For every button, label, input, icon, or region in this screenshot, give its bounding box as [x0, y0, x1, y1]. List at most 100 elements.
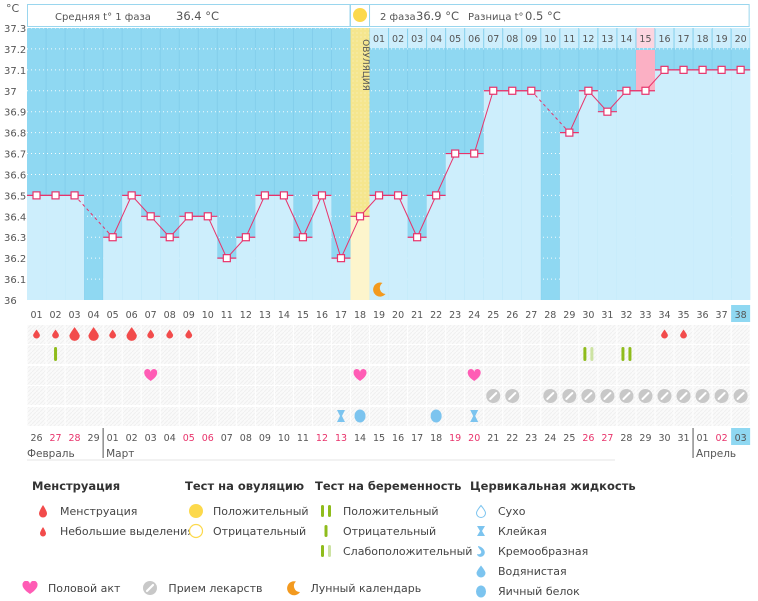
luteal-day-cell — [389, 28, 408, 48]
temperature-bar — [635, 90, 655, 301]
temperature-point — [584, 86, 593, 95]
cycle-day-label: 27 — [525, 310, 537, 321]
event-cell — [179, 386, 198, 405]
event-cell — [331, 386, 351, 405]
temperature-bar — [217, 258, 237, 300]
temperature-point — [489, 86, 498, 95]
luteal-day-cell — [446, 28, 465, 48]
legend-menstruation: Менструация Менструация Небольшие выделе… — [32, 479, 194, 541]
legend-label: Слабоположительный — [343, 544, 473, 558]
cycle-day-label: 09 — [183, 310, 195, 321]
event-cell — [236, 407, 255, 426]
event-cell — [408, 407, 427, 426]
temperature-bar — [483, 90, 503, 301]
event-cell — [160, 345, 179, 364]
temperature-bar — [350, 216, 370, 300]
event-cell — [27, 407, 46, 426]
temperature-segment — [473, 90, 494, 154]
temperature-point — [260, 191, 269, 200]
event-cell — [636, 407, 655, 426]
event-cell — [198, 325, 217, 344]
cycle-day-label: 22 — [430, 310, 442, 321]
legend-label: Отрицательный — [213, 524, 307, 538]
date-label: 01 — [107, 433, 119, 444]
temperature-point — [393, 191, 403, 200]
spotting-icon — [33, 329, 40, 339]
temperature-segment — [340, 216, 361, 259]
pill-mark — [489, 392, 498, 400]
cycle-day-label: 03 — [69, 310, 81, 321]
event-cell — [84, 345, 103, 364]
event-cell — [389, 407, 408, 426]
event-cell — [598, 407, 617, 426]
luteal-day-label: 05 — [449, 34, 461, 45]
event-cell — [465, 345, 484, 364]
event-cell — [198, 345, 217, 364]
event-cell — [465, 325, 484, 344]
event-cell — [103, 366, 122, 385]
temperature-bar — [65, 195, 85, 300]
date-label: 30 — [658, 433, 670, 444]
date-label: 04 — [164, 433, 176, 444]
luteal-day-cell — [503, 28, 522, 48]
heart-icon — [353, 368, 367, 381]
event-cell — [46, 407, 65, 426]
event-cell — [65, 386, 84, 405]
temperature-point — [222, 254, 231, 263]
event-cell — [522, 366, 541, 385]
temperature-bar — [293, 237, 313, 300]
temperature-point — [432, 191, 441, 200]
luteal-day-label: 14 — [620, 34, 632, 45]
event-cell — [427, 345, 446, 364]
event-cell — [503, 407, 522, 426]
event-cell — [503, 345, 522, 364]
event-cell — [370, 325, 389, 344]
date-label: 25 — [563, 433, 575, 444]
event-cell — [255, 345, 274, 364]
temperature-bar — [198, 216, 218, 300]
event-cell — [217, 407, 236, 426]
luteal-day-label: 19 — [716, 34, 728, 45]
event-cell — [674, 407, 693, 426]
event-cell — [522, 325, 541, 344]
event-cell — [712, 325, 731, 344]
luteal-day-cell — [427, 28, 446, 48]
event-cell — [389, 325, 408, 344]
temperature-point — [336, 254, 346, 263]
test-positive-icon — [628, 347, 632, 361]
cycle-day-label: 34 — [658, 310, 670, 321]
fluid-eggwhite-icon — [470, 584, 492, 598]
event-cell — [122, 407, 141, 426]
event-cell — [255, 366, 274, 385]
highlight-column — [635, 50, 655, 91]
temperature-segment — [245, 195, 266, 238]
event-cell — [293, 345, 312, 364]
event-cell — [408, 345, 427, 364]
pill-mark — [584, 392, 593, 400]
event-cell — [331, 366, 351, 385]
test-weak-icon — [590, 347, 594, 361]
event-cell — [370, 345, 389, 364]
y-tick-label: 37.3 — [4, 24, 26, 35]
event-cell — [712, 345, 731, 364]
temperature-point — [241, 233, 250, 242]
event-cell — [312, 407, 331, 426]
y-tick-label: 37.1 — [4, 66, 26, 77]
event-cell — [236, 325, 255, 344]
luteal-day-label: 13 — [601, 34, 613, 45]
luteal-day-label: 12 — [582, 34, 594, 45]
event-cell — [312, 366, 331, 385]
event-cell — [236, 345, 255, 364]
month-label: Апрель — [696, 448, 736, 460]
y-tick-label: 36.8 — [4, 129, 26, 140]
legend-label: Отрицательный — [343, 524, 437, 538]
temperature-bar — [674, 69, 694, 300]
sun-negative-icon — [185, 523, 207, 539]
y-unit-label: °C — [6, 2, 20, 15]
weekend-date-label: 28 — [69, 433, 81, 444]
event-cell — [27, 345, 46, 364]
y-tick-label: 36 — [4, 296, 17, 307]
event-cell — [446, 345, 465, 364]
menstruation-icon — [88, 327, 99, 341]
temperature-segment — [397, 195, 418, 238]
